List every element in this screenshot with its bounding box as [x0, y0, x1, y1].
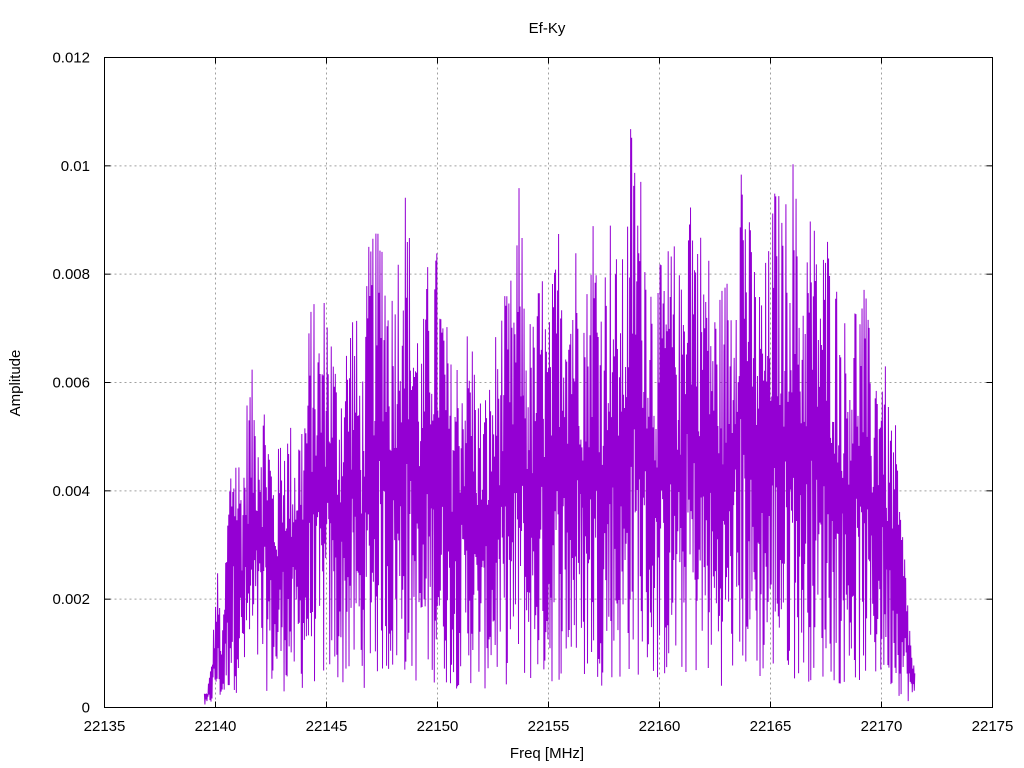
x-tick-label: 22145 [306, 718, 348, 735]
plot-area [203, 129, 916, 705]
x-tick-label: 22135 [84, 718, 126, 735]
x-tick-label: 22165 [750, 718, 792, 735]
chart-title: Ef-Ky [529, 20, 566, 37]
y-tick-label: 0.004 [52, 483, 90, 500]
y-tick-labels: 0 0.002 0.004 0.006 0.008 0.01 0.012 [52, 50, 90, 717]
y-tick-label: 0.002 [52, 591, 90, 608]
x-tick-label: 22175 [972, 718, 1014, 735]
x-axis-label: Freq [MHz] [510, 745, 584, 762]
x-tick-label: 22170 [861, 718, 903, 735]
y-tick-label: 0.006 [52, 375, 90, 392]
axis-ticks [104, 57, 993, 708]
y-tick-label: 0.008 [52, 266, 90, 283]
y-tick-label: 0.012 [52, 50, 90, 67]
y-tick-label: 0.01 [61, 158, 90, 175]
amplitude-series-line [203, 129, 916, 705]
y-tick-label: 0 [82, 700, 90, 717]
x-tick-label: 22150 [417, 718, 459, 735]
x-tick-label: 22140 [195, 718, 237, 735]
x-tick-label: 22160 [639, 718, 681, 735]
x-tick-label: 22155 [528, 718, 570, 735]
x-tick-labels: 22135 22140 22145 22150 22155 22160 22165 22170… [84, 718, 1014, 735]
y-axis-label: Amplitude [7, 350, 24, 417]
